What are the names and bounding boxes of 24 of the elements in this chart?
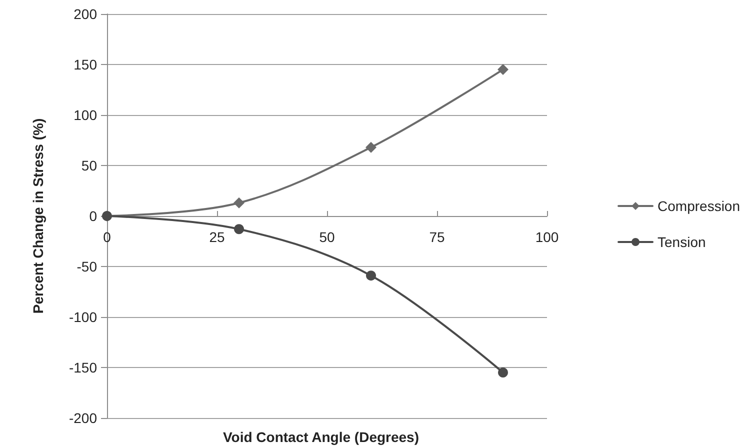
- point: [234, 197, 244, 208]
- point: [234, 224, 244, 234]
- y-tick-label: 150: [74, 56, 98, 72]
- point: [366, 270, 376, 281]
- x-tick-label: 25: [209, 229, 225, 245]
- legend-label: Compression: [658, 198, 740, 214]
- x-tick-label: 75: [429, 229, 445, 245]
- y-tick-label: 100: [74, 107, 98, 123]
- x-tick-label: 0: [103, 229, 112, 245]
- point: [366, 142, 376, 153]
- y-tick-label: -200: [68, 410, 98, 426]
- point: [498, 368, 508, 378]
- y-tick-label: 50: [81, 158, 98, 174]
- x-tick-label: 100: [535, 229, 559, 245]
- x-tick-label: 50: [319, 229, 335, 245]
- y-tick-label: -50: [76, 258, 98, 274]
- y-tick-label: 200: [74, 6, 98, 22]
- legend-label: Tension: [658, 234, 706, 250]
- y-tick-label: 0: [89, 208, 98, 224]
- point: [498, 64, 508, 76]
- x-axis-title: Void Contact Angle (Degrees): [222, 429, 420, 445]
- y-tick-label: -100: [68, 309, 98, 325]
- y-axis-title: Percent Change in Stress (%): [30, 118, 46, 314]
- y-tick-label: -150: [68, 360, 98, 376]
